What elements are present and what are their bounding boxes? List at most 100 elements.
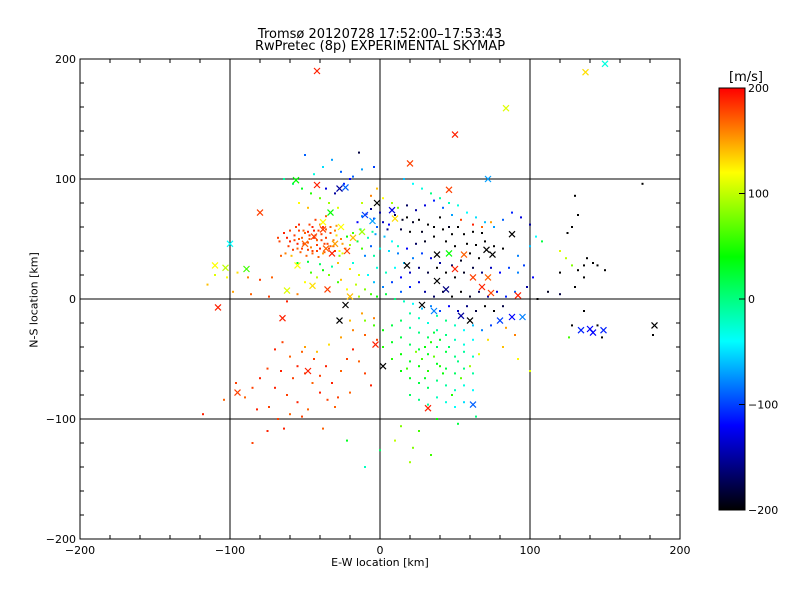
data-point [502,346,504,348]
data-cross [358,228,366,236]
data-point [322,252,324,255]
data-point [463,343,465,346]
data-cross [418,301,426,309]
data-cross [328,249,336,257]
data-point [382,221,384,224]
colorbar-tick-label: 100 [748,188,769,201]
data-cross [484,175,492,183]
data-point [283,232,285,234]
data-point [577,269,579,272]
data-point [424,240,426,243]
data-point [382,329,384,332]
data-point [469,365,471,368]
data-point [280,370,282,372]
data-point [376,187,378,190]
data-point [310,271,312,274]
data-point [382,346,384,348]
data-cross [651,321,658,329]
data-point [304,154,306,156]
data-cross [226,240,234,248]
data-point [520,216,522,219]
data-point [454,338,456,341]
data-point [463,367,465,370]
data-point [271,276,273,279]
data-cross [457,312,465,320]
data-point [454,406,456,408]
data-point [400,336,402,339]
data-point [448,346,450,348]
data-point [596,264,599,267]
data-point [424,290,426,293]
data-point [604,269,606,272]
data-point [445,240,447,243]
data-point [478,353,480,356]
data-point [313,236,315,239]
data-point [328,247,330,250]
data-point [487,295,489,298]
data-point [316,244,318,246]
data-point [418,365,420,368]
data-point [436,346,438,348]
data-point [475,216,477,219]
data-point [376,266,378,269]
data-point [460,290,462,293]
chart-title: Tromsø 20120728 17:52:00–17:53:43 [257,27,503,42]
data-point [286,236,288,239]
data-point [400,228,402,231]
data-point [361,168,363,171]
data-cross [301,240,309,248]
data-point [329,245,332,248]
data-point [502,305,504,308]
data-point [421,358,423,360]
data-point [448,202,450,204]
data-points [202,151,654,468]
data-point [337,281,339,284]
data-point [451,214,453,216]
data-point [412,302,414,305]
data-point [601,336,603,339]
data-point [481,232,483,234]
data-point [307,241,309,244]
data-point [439,338,441,341]
data-point [472,372,474,375]
data-cross [369,217,376,225]
data-point [457,226,459,228]
data-point [302,242,305,245]
data-point [571,226,573,228]
data-point [283,427,285,430]
data-point [367,274,369,276]
data-point [415,242,417,245]
data-point [439,197,441,200]
data-point [337,396,339,399]
y-tick-label: 100 [55,173,76,186]
data-point [445,367,447,370]
data-point [463,329,465,332]
data-point [280,254,282,257]
data-point [319,263,321,266]
data-point [409,343,411,346]
data-point [319,374,321,377]
data-point [371,230,374,233]
data-point [445,271,447,274]
data-point [266,367,269,370]
data-point [412,446,414,449]
data-point [296,262,299,264]
grid-lines [80,59,680,539]
data-point [202,413,204,416]
data-point [496,290,498,293]
data-point [484,305,486,308]
data-point [403,300,405,303]
data-point [325,365,327,368]
data-point [304,232,306,234]
data-point [251,442,254,444]
data-point [256,408,258,411]
data-point [331,158,333,161]
data-point [364,319,366,322]
data-point [268,406,270,408]
data-point [316,250,318,252]
data-point [409,360,411,363]
data-point [427,370,429,372]
data-point [367,236,369,239]
data-point [472,389,474,392]
data-point [433,199,435,202]
